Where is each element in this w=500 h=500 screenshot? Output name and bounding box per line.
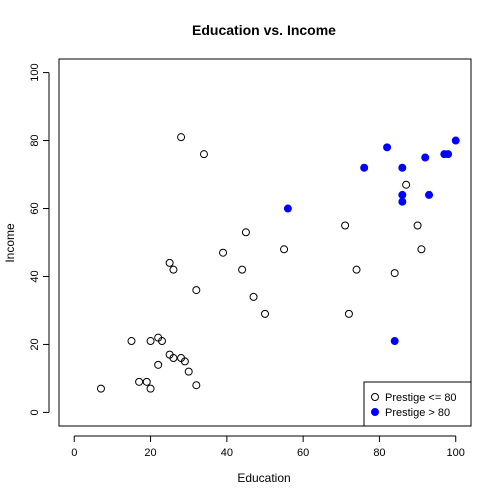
data-point-low-prestige	[402, 180, 411, 189]
data-point-low-prestige	[261, 309, 269, 318]
legend: Prestige <= 80 Prestige > 80	[363, 381, 472, 427]
data-point-high-prestige	[398, 197, 407, 206]
y-tick-label: 40	[29, 270, 41, 282]
data-point-low-prestige	[199, 150, 208, 159]
data-point-low-prestige	[177, 133, 186, 142]
y-axis-label: Income	[3, 223, 17, 263]
legend-label-prestige-high: Prestige > 80	[385, 407, 450, 419]
data-point-low-prestige	[192, 381, 201, 390]
x-axis-label: Education	[237, 471, 290, 485]
data-point-low-prestige	[249, 292, 258, 301]
data-point-low-prestige	[146, 337, 155, 346]
data-point-low-prestige	[135, 377, 144, 386]
legend-label-prestige-low: Prestige <= 80	[385, 392, 457, 404]
data-point-high-prestige	[398, 163, 407, 172]
data-point-low-prestige	[142, 377, 151, 386]
y-tick-label: 0	[29, 409, 41, 415]
data-point-low-prestige	[169, 265, 178, 274]
data-point-low-prestige	[390, 269, 399, 278]
y-tick-label: 80	[29, 134, 41, 146]
chart-title: Education vs. Income	[192, 22, 336, 38]
data-point-low-prestige	[341, 221, 350, 230]
x-tick-label: 80	[373, 447, 385, 459]
data-point-low-prestige	[241, 228, 250, 237]
legend-marker-open-circle	[371, 393, 379, 401]
data-point-high-prestige	[360, 163, 369, 172]
data-point-high-prestige	[398, 190, 407, 199]
data-point-low-prestige	[238, 265, 247, 274]
data-point-low-prestige	[146, 384, 155, 393]
x-tick-label: 40	[221, 447, 233, 459]
data-point-low-prestige	[184, 367, 193, 376]
x-tick-label: 20	[144, 447, 156, 459]
data-point-low-prestige	[280, 245, 289, 254]
data-point-low-prestige	[413, 221, 422, 230]
y-tick-label: 60	[29, 202, 41, 214]
data-point-low-prestige	[352, 265, 361, 274]
data-point-low-prestige	[344, 309, 353, 318]
legend-box	[363, 381, 472, 427]
x-tick-label: 60	[297, 447, 309, 459]
y-axis: 0 20 40 60 80 100	[29, 63, 50, 415]
data-point-low-prestige	[169, 354, 178, 363]
data-point-high-prestige	[444, 150, 453, 159]
data-point-low-prestige	[417, 245, 426, 254]
x-tick-label: 0	[71, 447, 77, 459]
data-point-low-prestige	[154, 360, 163, 369]
data-point-high-prestige	[451, 136, 460, 145]
x-tick-label: 100	[447, 447, 465, 459]
data-point-high-prestige	[421, 153, 430, 162]
data-point-low-prestige	[165, 258, 174, 267]
data-points	[96, 133, 460, 393]
data-point-low-prestige	[158, 337, 166, 346]
legend-marker-filled-circle	[371, 408, 379, 416]
data-point-low-prestige	[127, 337, 136, 346]
data-point-high-prestige	[383, 143, 392, 152]
x-axis: 0 20 40 60 80 100	[71, 435, 465, 459]
data-point-high-prestige	[390, 337, 399, 346]
data-point-low-prestige	[96, 384, 105, 393]
data-point-high-prestige	[283, 204, 292, 213]
data-point-low-prestige	[180, 357, 189, 366]
data-point-low-prestige	[219, 248, 228, 257]
y-tick-label: 20	[29, 338, 41, 350]
plot-frame	[58, 58, 472, 427]
data-point-high-prestige	[425, 190, 434, 199]
data-point-low-prestige	[192, 286, 201, 295]
y-tick-label: 100	[29, 63, 41, 81]
